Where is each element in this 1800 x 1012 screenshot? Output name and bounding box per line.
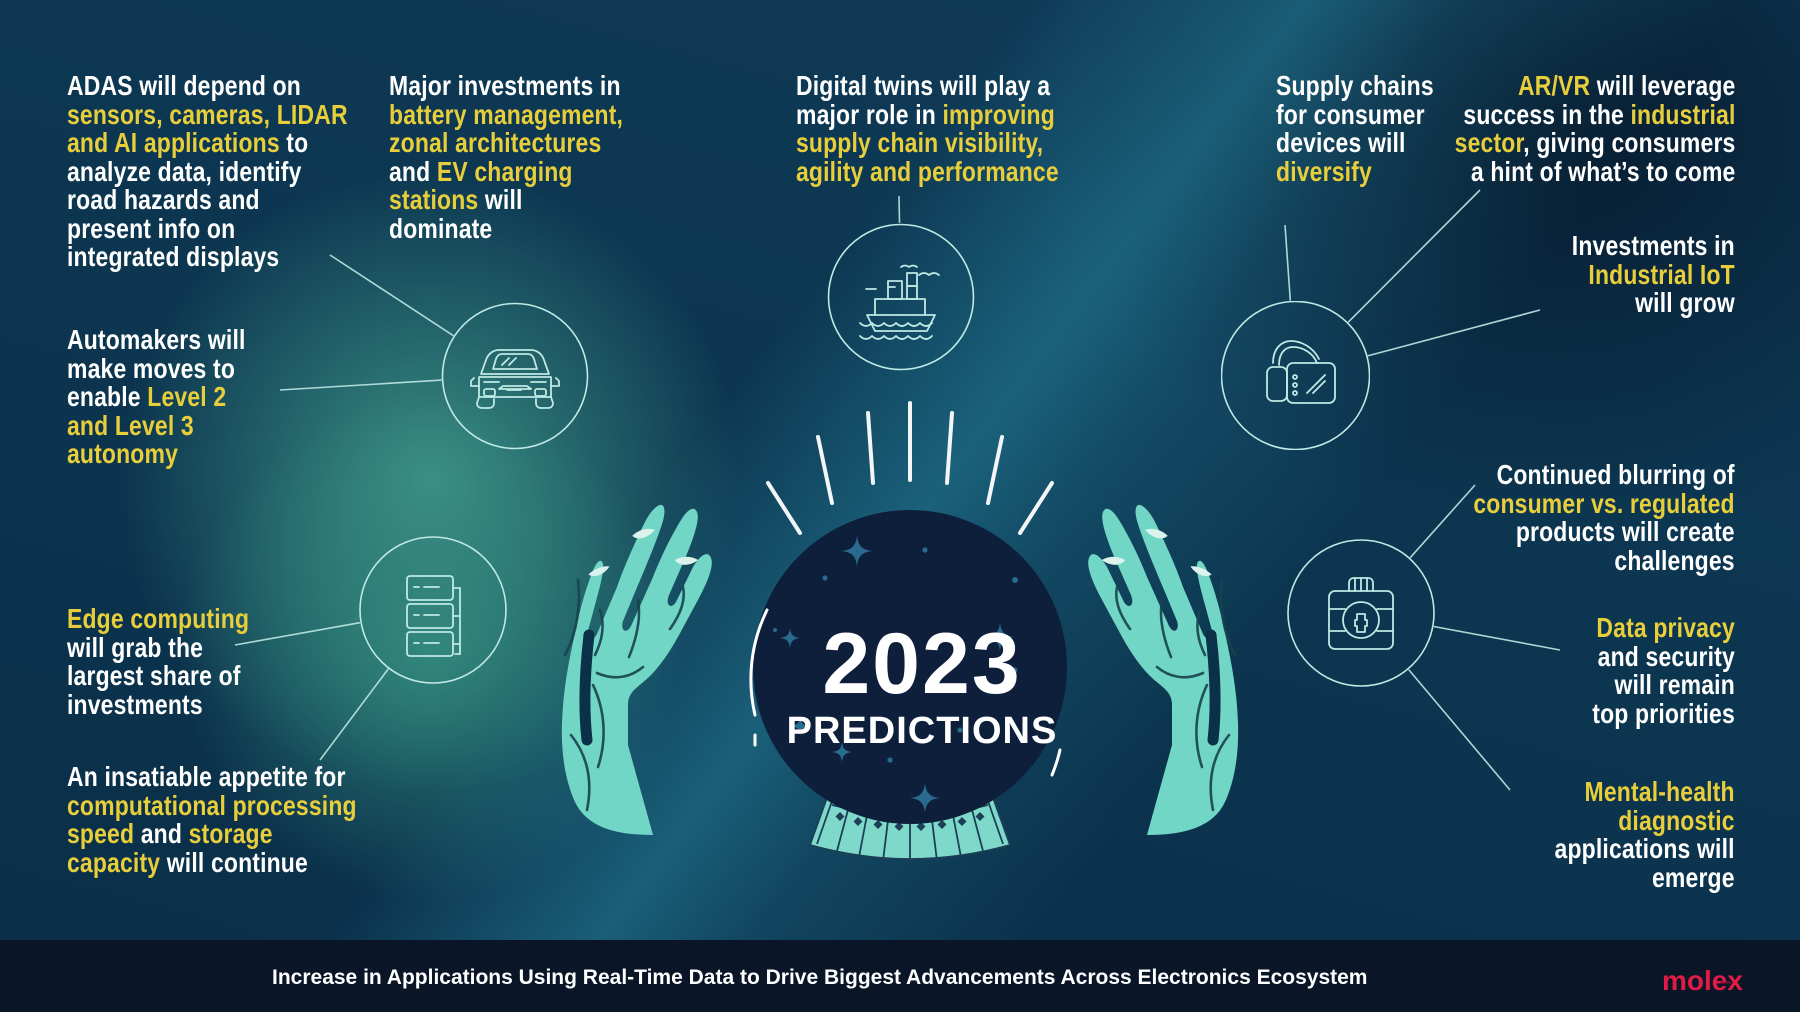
svg-text:2023: 2023 bbox=[822, 616, 1021, 712]
